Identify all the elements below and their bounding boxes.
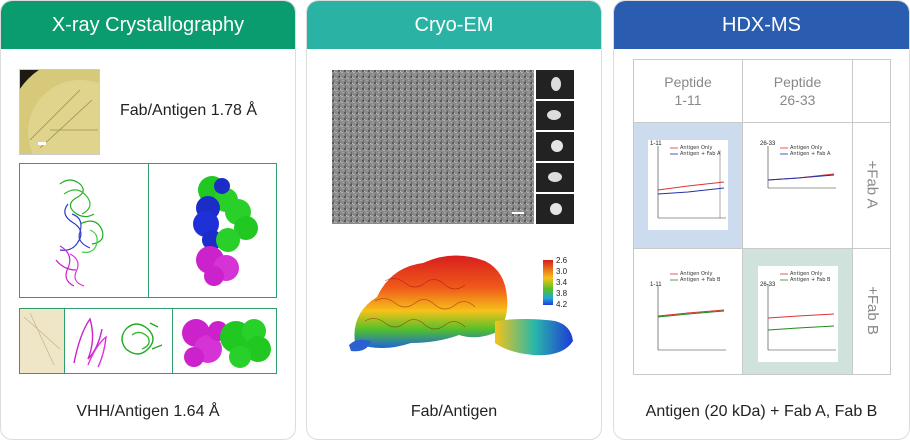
cryoem-panel: Cryo-EM: [306, 0, 602, 440]
plot-legend-fab: Antigen + Fab A: [790, 151, 831, 157]
plot-legend-antigen: Antigen Only: [790, 271, 823, 277]
col-header-peptide-26-33: Peptide 26-33: [773, 74, 822, 108]
hdx-grid: Peptide 1-11 Peptide 26-33 +Fab A +Fab B…: [633, 59, 891, 375]
row-label-fab-a: +Fab A: [863, 160, 881, 209]
colorbar-tick-4: 3.8: [556, 289, 568, 298]
surface-structure-image: [193, 176, 258, 286]
plot-legend-antigen: Antigen Only: [680, 271, 713, 277]
hdx-panel-title: HDX-MS: [614, 1, 909, 49]
colorbar-tick-3: 3.4: [556, 278, 568, 287]
fab-antigen-structure-box: [19, 163, 277, 298]
hdx-footer-label: Antigen (20 kDa) + Fab A, Fab B: [645, 403, 878, 420]
hdx-panel: HDX-MS Peptide 1-11 Peptide 26-33 +Fab A…: [613, 0, 910, 440]
plot-legend-antigen: Antigen Only: [680, 145, 713, 151]
plot-legend-fab: Antigen + Fab B: [790, 277, 831, 283]
col-header-peptide-1-11: Peptide 1-11: [664, 74, 712, 108]
colorbar-tick-5: 4.2: [556, 300, 568, 309]
vhh-surface-image: [182, 319, 271, 368]
hdx-plot-fab-a-26-33: 26-33 Antigen Only Antigen + Fab A: [758, 140, 838, 200]
plot-legend-fab: Antigen + Fab A: [680, 151, 721, 157]
plot-legend-antigen: Antigen Only: [790, 145, 823, 151]
plot-peptide-label: 1-11: [650, 282, 662, 288]
plot-peptide-label: 26-33: [760, 141, 776, 147]
hdx-plot-fab-b-26-33: 26-33 Antigen Only Antigen + Fab B: [758, 266, 838, 362]
cryoem-panel-title: Cryo-EM: [307, 1, 601, 49]
hdx-plot-fab-a-1-11: 1-11 Antigen Only Antigen + Fab A: [648, 140, 728, 230]
vhh-crystal-photo: [20, 309, 64, 373]
cryoem-micrograph: [332, 70, 534, 224]
cryoem-density-map: [349, 255, 573, 356]
plot-peptide-label: 26-33: [760, 282, 776, 288]
crystal-photo: [19, 69, 100, 155]
class-averages-column: [536, 70, 574, 224]
xray-panel: X-ray Crystallography Fab/Antigen 1.78 Å: [0, 0, 296, 440]
plot-peptide-label: 1-11: [650, 141, 662, 147]
plot-legend-fab: Antigen + Fab B: [680, 277, 721, 283]
colorbar-tick-1: 2.6: [556, 256, 568, 265]
colorbar-tick-2: 3.0: [556, 267, 568, 276]
crystal-resolution-label: Fab/Antigen 1.78 Å: [120, 102, 257, 119]
row-label-fab-b: +Fab B: [863, 286, 881, 335]
vhh-ribbon-image: [73, 317, 163, 368]
ribbon-structure-image: [55, 179, 104, 287]
resolution-colorbar: [543, 260, 553, 305]
hdx-plot-fab-b-1-11: 1-11 Antigen Only Antigen + Fab B: [648, 266, 728, 362]
cryoem-footer-label: Fab/Antigen: [410, 403, 498, 420]
vhh-antigen-structure-box: [19, 308, 277, 374]
xray-panel-title: X-ray Crystallography: [1, 1, 295, 49]
xray-footer-label: VHH/Antigen 1.64 Å: [76, 403, 220, 420]
